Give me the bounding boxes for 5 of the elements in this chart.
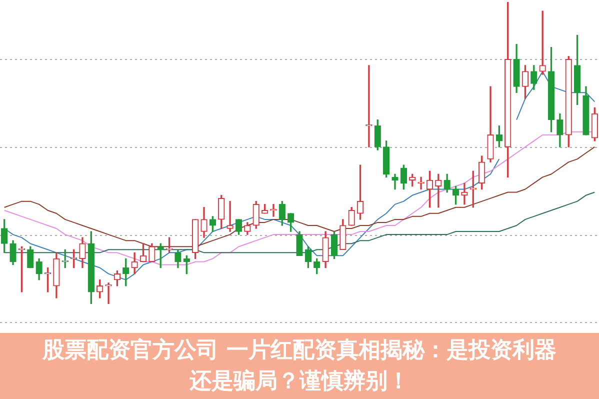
candlestick <box>226 200 234 232</box>
candlestick <box>461 182 468 205</box>
candlestick <box>539 10 546 75</box>
text: 股票配资官方公司 一片红配资真相揭秘：是投资利器还是骗局？谨慎辨别！ <box>41 336 558 396</box>
candlestick <box>392 174 398 190</box>
